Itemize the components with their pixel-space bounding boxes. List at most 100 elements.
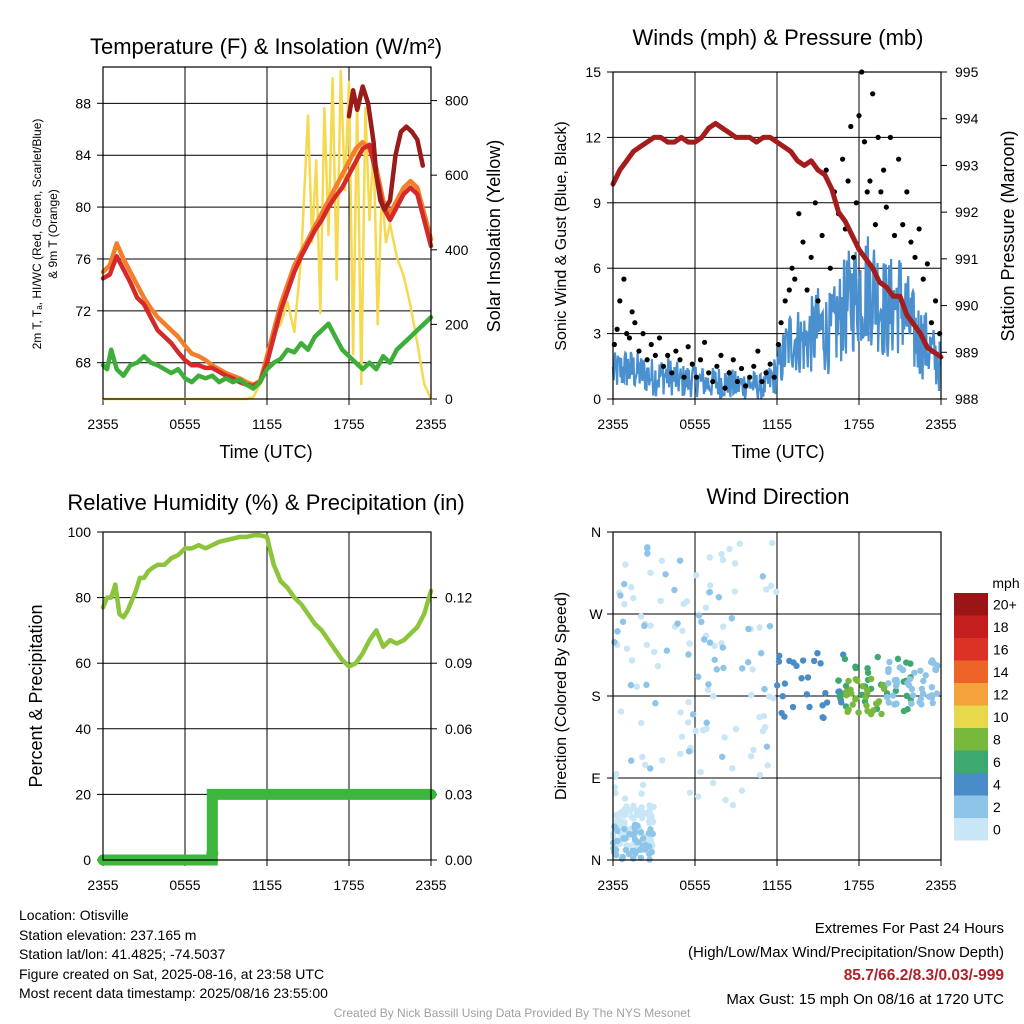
direction-point xyxy=(697,768,704,776)
direction-point xyxy=(894,655,902,663)
direction-point xyxy=(700,636,708,643)
colorbar-swatch xyxy=(954,795,988,818)
direction-point xyxy=(885,665,892,673)
colorbar-swatch xyxy=(954,705,988,728)
humidity-frame xyxy=(102,531,432,861)
gust-point xyxy=(677,357,683,363)
direction-point xyxy=(645,830,653,837)
direction-point xyxy=(747,753,755,760)
direction-point xyxy=(676,557,684,564)
direction-point xyxy=(920,677,927,685)
direction-point xyxy=(855,709,862,716)
y-right-tick-label: 0.00 xyxy=(445,852,472,868)
direction-point xyxy=(874,653,881,661)
direction-point xyxy=(928,683,936,691)
direction-point xyxy=(756,713,763,721)
gust-point xyxy=(896,156,902,162)
direction-point xyxy=(652,700,659,707)
direction-point xyxy=(614,837,621,845)
direction-point xyxy=(686,640,693,647)
gust-point xyxy=(759,378,765,385)
gust-point xyxy=(796,211,802,217)
colorbar-label: 14 xyxy=(993,664,1009,680)
direction-point xyxy=(698,618,705,626)
direction-point xyxy=(761,723,769,731)
direction-point xyxy=(803,691,811,698)
humidity-plot: 2355 0555 1155 1755 2355 0 20 40 60 80 100 0.00 0.03… xyxy=(68,524,473,893)
direction-point xyxy=(621,795,629,802)
direction-point xyxy=(710,692,717,700)
y-right-tick-label: 800 xyxy=(445,93,469,109)
direction-point xyxy=(638,719,645,727)
direction-point xyxy=(848,690,855,697)
direction-point xyxy=(639,835,647,842)
y-left-tick-label: 9 xyxy=(593,195,601,211)
direction-point xyxy=(637,829,645,836)
credit-line: Created By Nick Bassill Using Data Provi… xyxy=(333,1006,691,1020)
direction-point xyxy=(612,789,619,797)
direction-point xyxy=(863,702,870,709)
direction-point xyxy=(883,693,891,701)
direction-point xyxy=(770,695,777,702)
direction-point xyxy=(773,588,780,596)
x-tick-label: 2355 xyxy=(597,877,628,893)
temperature-ylabel-line2: & 9m T (Orange) xyxy=(46,189,60,279)
direction-point xyxy=(654,662,662,670)
direction-point xyxy=(852,664,859,672)
gust-point xyxy=(908,239,914,245)
direction-point xyxy=(706,554,714,561)
direction-point xyxy=(893,679,900,687)
gust-point xyxy=(673,348,679,354)
gust-point xyxy=(747,374,753,380)
direction-point xyxy=(659,757,666,764)
gust-point xyxy=(710,378,716,385)
y-left-tick-label: 80 xyxy=(75,199,91,215)
x-tick-label: 2355 xyxy=(925,416,956,432)
direction-point xyxy=(719,556,727,564)
gust-point xyxy=(786,287,792,293)
direction-point xyxy=(642,841,649,849)
extremes-values: 85.7/66.2/8.3/0.03/-999 xyxy=(843,967,1004,984)
gust-point xyxy=(867,178,873,184)
direction-point xyxy=(775,658,783,665)
heat_index-line xyxy=(346,84,426,212)
x-tick-label: 1755 xyxy=(333,877,364,893)
gust-point xyxy=(763,370,769,376)
direction-point xyxy=(859,683,866,690)
direction-point xyxy=(622,561,629,568)
direction-point xyxy=(899,666,906,673)
colorbar-swatch xyxy=(954,683,988,706)
direction-point xyxy=(719,644,727,651)
y-left-tick-label: 12 xyxy=(585,129,601,145)
temperature-title: Temperature (F) & Insolation (W/m²) xyxy=(90,34,442,59)
direction-point xyxy=(736,540,743,547)
direction-point xyxy=(713,666,720,673)
direction-point xyxy=(622,846,630,854)
direction-point xyxy=(621,601,628,608)
direction-point xyxy=(694,793,702,800)
x-tick-label: 2355 xyxy=(597,416,628,432)
direction-point xyxy=(748,691,755,699)
gust-point xyxy=(804,287,810,293)
direction-point xyxy=(768,539,776,547)
gust-point xyxy=(669,370,675,376)
direction-point xyxy=(621,826,628,833)
direction-point xyxy=(798,675,805,682)
gust-point xyxy=(864,189,870,195)
gust-point xyxy=(665,352,671,358)
direction-point xyxy=(722,796,729,804)
direction-point xyxy=(911,669,918,676)
gust-point xyxy=(845,178,851,184)
gust-point xyxy=(681,374,687,380)
direction-point xyxy=(726,545,733,553)
y-right-tick-label: 200 xyxy=(445,316,469,332)
gust-point xyxy=(900,222,906,228)
gust-point xyxy=(629,309,635,315)
y-right-tick-label: 994 xyxy=(955,111,979,127)
direction-point xyxy=(749,666,756,673)
direction-point xyxy=(657,597,664,605)
direction-point xyxy=(703,719,710,726)
pressure-line xyxy=(610,120,944,360)
gust-point xyxy=(823,167,829,173)
